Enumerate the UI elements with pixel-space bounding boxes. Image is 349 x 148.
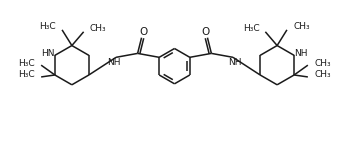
Text: O: O [139, 27, 148, 37]
Text: CH₃: CH₃ [314, 70, 331, 79]
Text: NH: NH [294, 49, 308, 58]
Text: H₃C: H₃C [243, 24, 260, 33]
Text: H₃C: H₃C [18, 70, 35, 79]
Text: NH: NH [228, 58, 242, 67]
Text: CH₃: CH₃ [294, 22, 310, 31]
Text: CH₃: CH₃ [89, 24, 106, 33]
Text: CH₃: CH₃ [314, 59, 331, 68]
Text: O: O [201, 27, 210, 37]
Text: H₃C: H₃C [18, 59, 35, 68]
Text: H₃C: H₃C [39, 22, 55, 31]
Text: HN: HN [41, 49, 55, 58]
Text: NH: NH [107, 58, 121, 67]
